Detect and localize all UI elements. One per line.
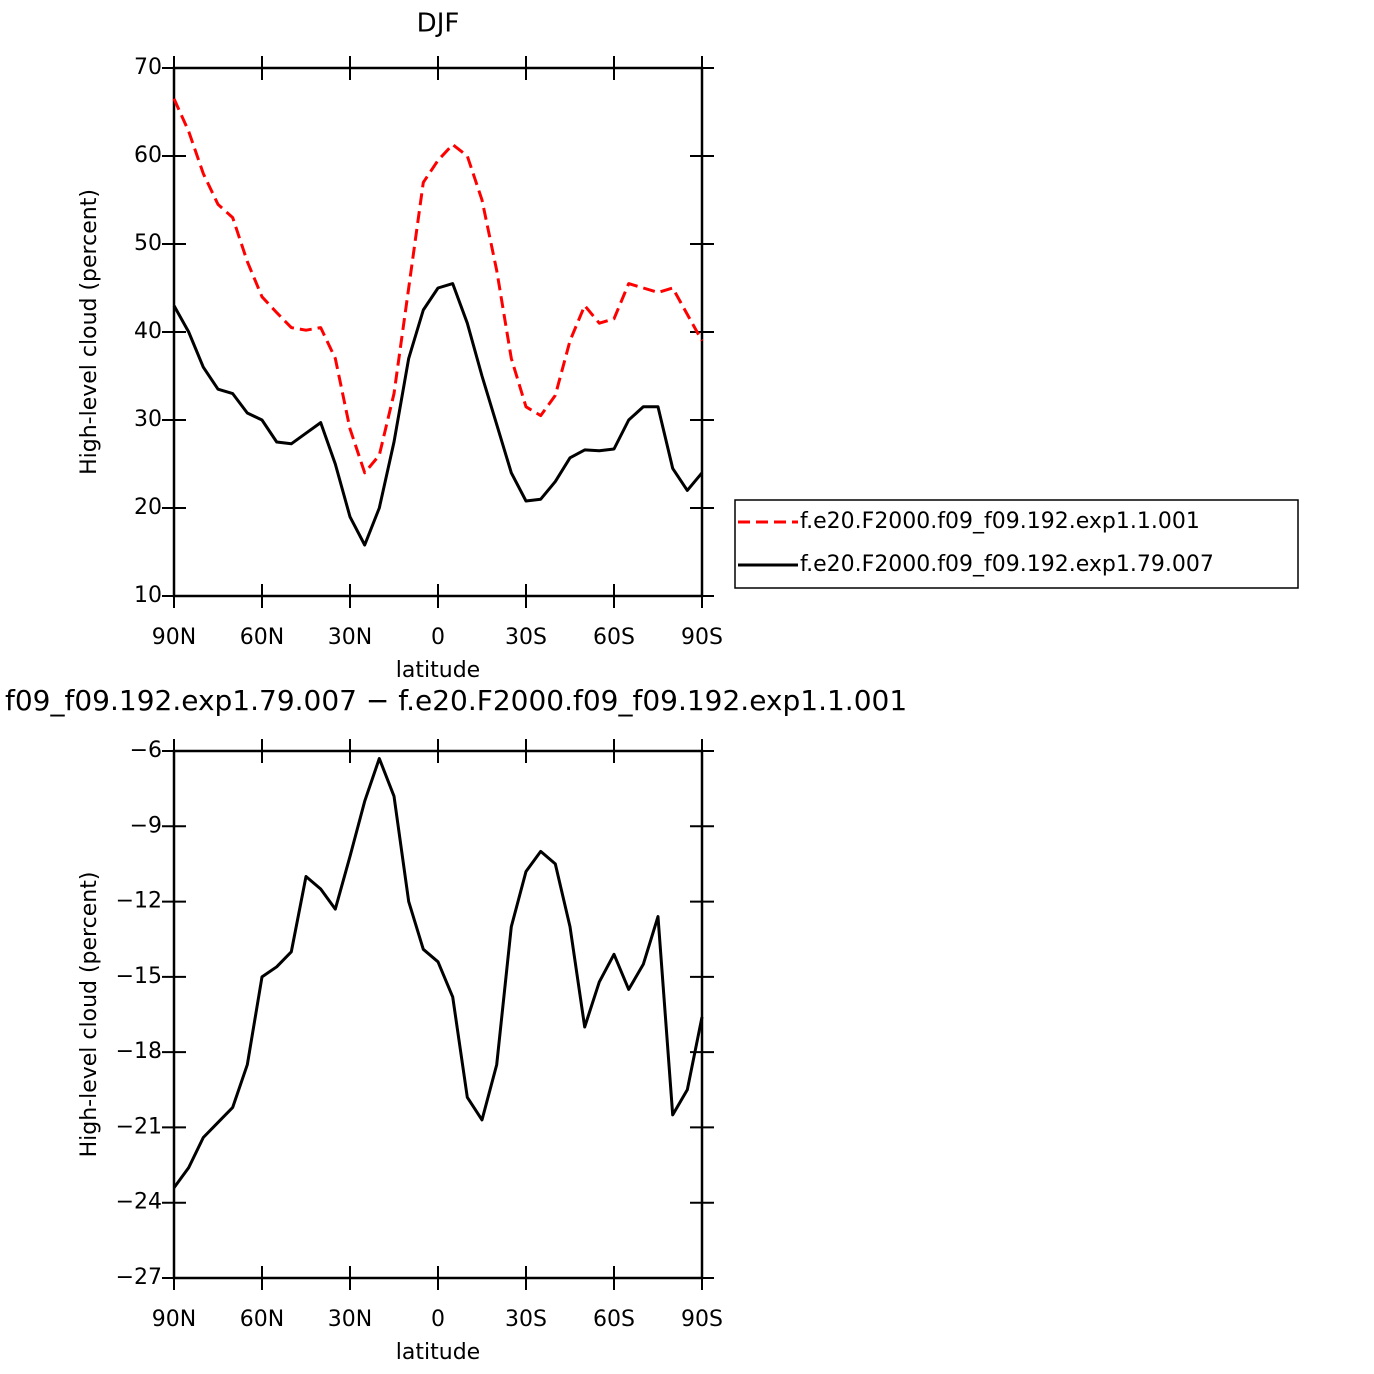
y-axis-label: High-level cloud (percent) xyxy=(77,872,102,1158)
y-axis-label: High-level cloud (percent) xyxy=(77,189,102,475)
y-tick-label: −21 xyxy=(116,1114,162,1139)
x-tick-label: 30S xyxy=(505,1307,547,1332)
legend-label: f.e20.F2000.f09_f09.192.exp1.79.007 xyxy=(800,552,1214,577)
y-tick-label: −12 xyxy=(116,889,162,914)
x-tick-label: 60N xyxy=(240,625,284,650)
x-tick-label: 90N xyxy=(152,625,196,650)
x-tick-label: 60N xyxy=(240,1307,284,1332)
x-tick-label: 60S xyxy=(593,1307,635,1332)
y-tick-label: −27 xyxy=(116,1265,162,1290)
x-tick-label: 90S xyxy=(681,625,723,650)
y-tick-label: −18 xyxy=(116,1039,162,1064)
x-tick-label: 0 xyxy=(431,625,445,650)
x-tick-label: 30N xyxy=(328,625,372,650)
data-line xyxy=(172,98,704,475)
chart-title: DJF xyxy=(417,9,460,39)
data-line xyxy=(172,757,704,1189)
y-tick-label: 60 xyxy=(134,143,162,168)
x-tick-label: 0 xyxy=(431,1307,445,1332)
x-tick-label: 90S xyxy=(681,1307,723,1332)
x-axis-label: latitude xyxy=(396,658,480,683)
x-axis-label: latitude xyxy=(396,1340,480,1365)
x-tick-label: 30N xyxy=(328,1307,372,1332)
y-tick-label: −6 xyxy=(130,738,162,763)
plot-frame xyxy=(172,66,704,598)
x-tick-label: 60S xyxy=(593,625,635,650)
x-tick-label: 90N xyxy=(152,1307,196,1332)
y-tick-label: 50 xyxy=(134,231,162,256)
y-tick-label: 70 xyxy=(134,55,162,80)
legend-box xyxy=(734,499,1299,589)
y-tick-label: −9 xyxy=(130,813,162,838)
legend-label: f.e20.F2000.f09_f09.192.exp1.1.001 xyxy=(800,509,1200,534)
chart-title: f09_f09.192.exp1.79.007 − f.e20.F2000.f0… xyxy=(5,684,907,717)
y-tick-label: 40 xyxy=(134,319,162,344)
y-tick-label: −24 xyxy=(116,1190,162,1215)
y-tick-label: −15 xyxy=(116,964,162,989)
y-tick-label: 10 xyxy=(134,583,162,608)
y-tick-label: 20 xyxy=(134,495,162,520)
x-tick-label: 30S xyxy=(505,625,547,650)
plot-frame xyxy=(172,749,704,1280)
y-tick-label: 30 xyxy=(134,407,162,432)
data-line xyxy=(172,282,704,547)
